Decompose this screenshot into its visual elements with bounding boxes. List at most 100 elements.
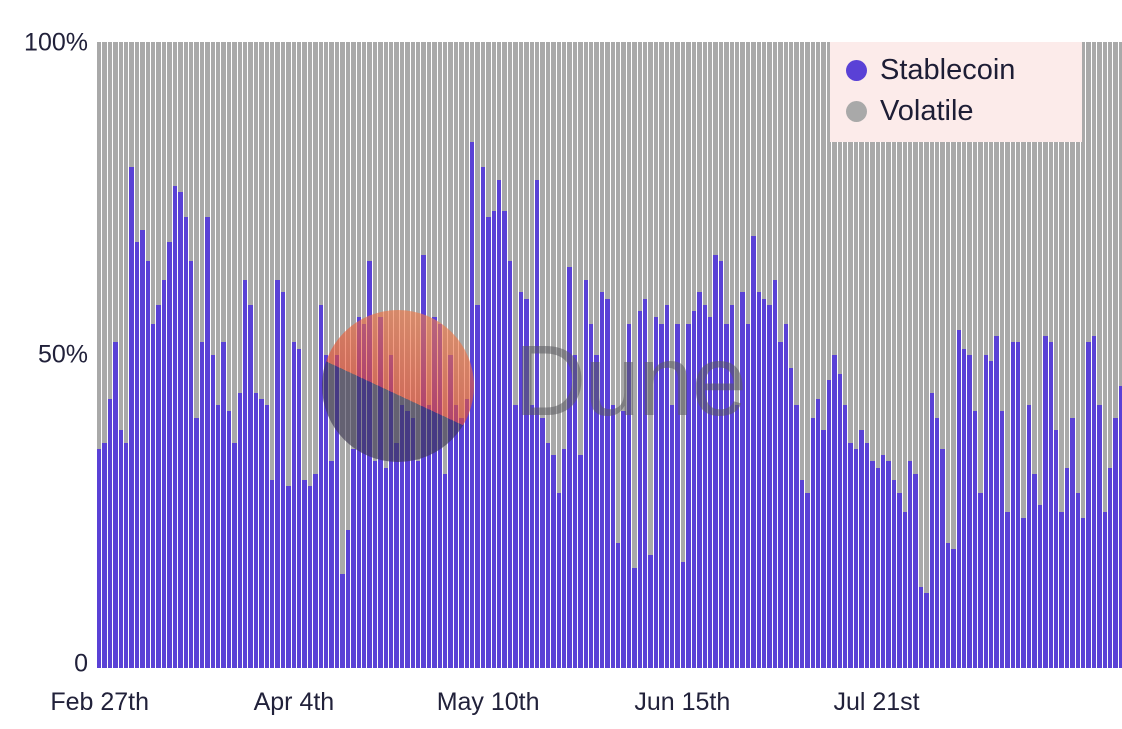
stacked-bar[interactable] — [572, 42, 578, 668]
stacked-bar[interactable] — [1053, 42, 1059, 668]
stacked-bar[interactable] — [1005, 42, 1010, 668]
stacked-bar[interactable] — [1102, 42, 1107, 668]
stacked-bar[interactable] — [740, 42, 745, 668]
stacked-bar[interactable] — [361, 42, 367, 668]
stacked-bar[interactable] — [1113, 42, 1118, 668]
stacked-bar[interactable] — [459, 42, 464, 668]
stacked-bar[interactable] — [837, 42, 843, 668]
stacked-bar[interactable] — [567, 42, 572, 668]
stacked-bar[interactable] — [821, 42, 826, 668]
stacked-bar[interactable] — [664, 42, 670, 668]
stacked-bar[interactable] — [475, 42, 480, 668]
stacked-bar[interactable] — [697, 42, 702, 668]
stacked-bar[interactable] — [199, 42, 205, 668]
stacked-bar[interactable] — [502, 42, 507, 668]
stacked-bar[interactable] — [1064, 42, 1070, 668]
stacked-bar[interactable] — [140, 42, 145, 668]
stacked-bar[interactable] — [1010, 42, 1016, 668]
stacked-bar[interactable] — [718, 42, 724, 668]
stacked-bar[interactable] — [178, 42, 183, 668]
stacked-bar[interactable] — [848, 42, 853, 668]
stacked-bar[interactable] — [188, 42, 194, 668]
stacked-bar[interactable] — [1026, 42, 1032, 668]
stacked-bar[interactable] — [1118, 42, 1122, 668]
stacked-bar[interactable] — [810, 42, 816, 668]
stacked-bar[interactable] — [962, 42, 967, 668]
stacked-bar[interactable] — [616, 42, 621, 668]
stacked-bar[interactable] — [270, 42, 275, 668]
stacked-bar[interactable] — [1016, 42, 1021, 668]
stacked-bar[interactable] — [540, 42, 545, 668]
stacked-bar[interactable] — [167, 42, 172, 668]
stacked-bar[interactable] — [707, 42, 713, 668]
stacked-bar[interactable] — [1080, 42, 1086, 668]
stacked-bar[interactable] — [756, 42, 761, 668]
stacked-bar[interactable] — [118, 42, 124, 668]
stacked-bar[interactable] — [1059, 42, 1064, 668]
stacked-bar[interactable] — [583, 42, 588, 668]
stacked-bar[interactable] — [772, 42, 778, 668]
stacked-bar[interactable] — [924, 42, 929, 668]
stacked-bar[interactable] — [383, 42, 388, 668]
stacked-bar[interactable] — [437, 42, 442, 668]
stacked-bar[interactable] — [405, 42, 410, 668]
stacked-bar[interactable] — [729, 42, 734, 668]
stacked-bar[interactable] — [215, 42, 221, 668]
stacked-bar[interactable] — [426, 42, 432, 668]
stacked-bar[interactable] — [480, 42, 486, 668]
stacked-bar[interactable] — [372, 42, 378, 668]
stacked-bar[interactable] — [470, 42, 475, 668]
stacked-bar[interactable] — [951, 42, 956, 668]
stacked-bar[interactable] — [275, 42, 280, 668]
stacked-bar[interactable] — [643, 42, 648, 668]
stacked-bar[interactable] — [524, 42, 529, 668]
stacked-bar[interactable] — [864, 42, 870, 668]
stacked-bar[interactable] — [415, 42, 421, 668]
stacked-bar[interactable] — [751, 42, 756, 668]
stacked-bar[interactable] — [394, 42, 399, 668]
stacked-bar[interactable] — [183, 42, 188, 668]
stacked-bar[interactable] — [1070, 42, 1075, 668]
stacked-bar[interactable] — [356, 42, 361, 668]
stacked-bar[interactable] — [610, 42, 615, 668]
stacked-bar[interactable] — [626, 42, 632, 668]
stacked-bar[interactable] — [491, 42, 497, 668]
stacked-bar[interactable] — [783, 42, 788, 668]
stacked-bar[interactable] — [832, 42, 837, 668]
stacked-bar[interactable] — [637, 42, 643, 668]
stacked-bar[interactable] — [913, 42, 918, 668]
stacked-bar[interactable] — [989, 42, 994, 668]
stacked-bar[interactable] — [145, 42, 151, 668]
stacked-bar[interactable] — [297, 42, 302, 668]
stacked-bar[interactable] — [1097, 42, 1102, 668]
stacked-bar[interactable] — [448, 42, 453, 668]
stacked-bar[interactable] — [1043, 42, 1048, 668]
stacked-bar[interactable] — [232, 42, 237, 668]
stacked-bar[interactable] — [734, 42, 740, 668]
stacked-bar[interactable] — [686, 42, 691, 668]
stacked-bar[interactable] — [453, 42, 459, 668]
stacked-bar[interactable] — [280, 42, 286, 668]
stacked-bar[interactable] — [886, 42, 891, 668]
stacked-bar[interactable] — [972, 42, 978, 668]
stacked-bar[interactable] — [875, 42, 880, 668]
stacked-bar[interactable] — [594, 42, 599, 668]
stacked-bar[interactable] — [351, 42, 356, 668]
stacked-bar[interactable] — [156, 42, 161, 668]
stacked-bar[interactable] — [826, 42, 832, 668]
stacked-bar[interactable] — [891, 42, 897, 668]
stacked-bar[interactable] — [907, 42, 913, 668]
stacked-bar[interactable] — [702, 42, 707, 668]
stacked-bar[interactable] — [307, 42, 313, 668]
stacked-bar[interactable] — [599, 42, 605, 668]
stacked-bar[interactable] — [956, 42, 961, 668]
stacked-bar[interactable] — [486, 42, 491, 668]
stacked-bar[interactable] — [691, 42, 697, 668]
stacked-bar[interactable] — [934, 42, 940, 668]
stacked-bar[interactable] — [513, 42, 518, 668]
stacked-bar[interactable] — [940, 42, 945, 668]
stacked-bar[interactable] — [248, 42, 253, 668]
stacked-bar[interactable] — [870, 42, 875, 668]
stacked-bar[interactable] — [745, 42, 751, 668]
stacked-bar[interactable] — [529, 42, 534, 668]
